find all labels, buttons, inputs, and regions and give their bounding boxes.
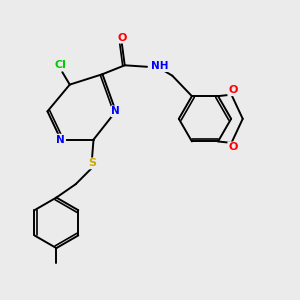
Text: S: S [88, 158, 96, 168]
Text: O: O [117, 33, 127, 43]
Text: N: N [111, 106, 120, 116]
Text: Cl: Cl [55, 60, 67, 70]
Text: N: N [56, 135, 65, 145]
Text: NH: NH [152, 61, 169, 71]
Text: O: O [228, 142, 238, 152]
Text: O: O [228, 85, 238, 95]
